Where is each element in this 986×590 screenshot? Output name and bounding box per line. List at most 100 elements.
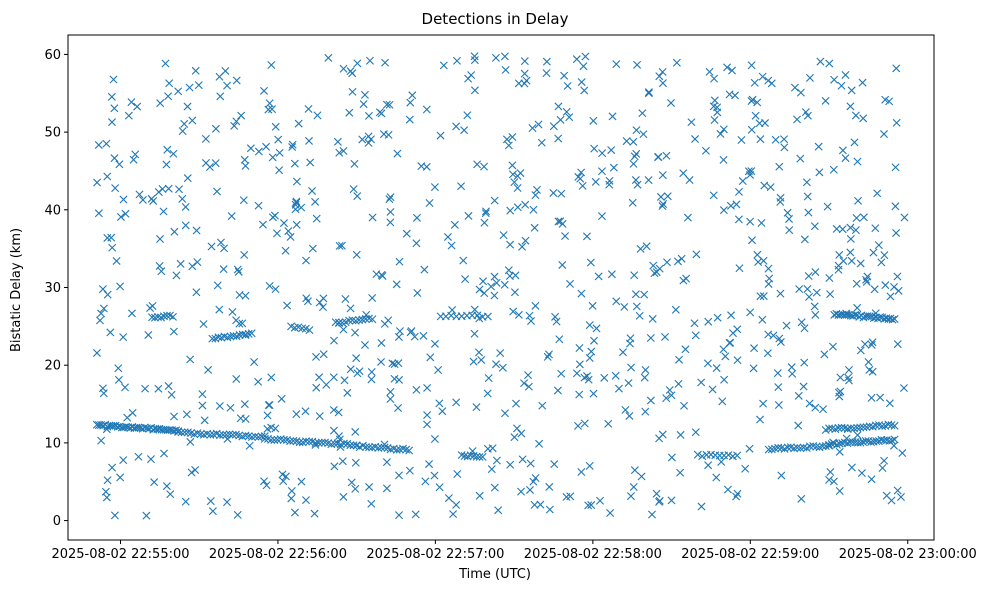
data-point bbox=[430, 183, 439, 192]
data-point bbox=[382, 458, 391, 467]
data-point bbox=[385, 100, 394, 109]
data-point bbox=[799, 443, 808, 452]
data-point bbox=[244, 329, 253, 338]
data-point bbox=[775, 334, 784, 343]
data-point bbox=[724, 451, 733, 460]
data-point bbox=[483, 444, 492, 453]
data-point bbox=[492, 360, 501, 369]
data-point bbox=[212, 187, 221, 196]
data-point bbox=[377, 338, 386, 347]
data-point bbox=[732, 200, 741, 209]
data-point bbox=[701, 146, 710, 155]
data-point bbox=[756, 415, 765, 424]
data-point bbox=[774, 383, 783, 392]
data-point bbox=[109, 75, 118, 84]
data-point bbox=[867, 475, 876, 484]
data-point bbox=[641, 365, 650, 374]
data-point bbox=[662, 151, 671, 160]
data-point bbox=[794, 391, 803, 400]
data-point bbox=[368, 443, 377, 452]
data-point bbox=[717, 457, 726, 466]
data-point bbox=[286, 232, 295, 241]
data-point bbox=[585, 461, 594, 470]
data-point bbox=[638, 109, 647, 118]
data-point bbox=[219, 265, 228, 274]
data-point bbox=[339, 325, 348, 334]
data-point bbox=[487, 465, 496, 474]
data-point bbox=[483, 312, 492, 321]
data-point bbox=[314, 438, 323, 447]
data-point bbox=[712, 364, 721, 373]
data-point bbox=[811, 403, 820, 412]
data-point bbox=[868, 367, 877, 376]
data-point bbox=[290, 508, 299, 517]
data-point bbox=[107, 92, 116, 101]
data-point bbox=[112, 256, 121, 265]
data-point bbox=[561, 232, 570, 241]
data-point bbox=[835, 392, 844, 401]
data-point bbox=[733, 356, 742, 365]
data-point bbox=[170, 412, 179, 421]
data-point bbox=[862, 275, 871, 284]
data-point bbox=[658, 202, 667, 211]
data-point bbox=[869, 248, 878, 257]
data-point bbox=[393, 149, 402, 158]
data-point bbox=[803, 284, 812, 293]
data-point bbox=[783, 208, 792, 217]
data-point bbox=[312, 352, 321, 361]
data-point bbox=[447, 241, 456, 250]
data-point bbox=[436, 131, 445, 140]
data-point bbox=[475, 491, 484, 500]
data-point bbox=[607, 270, 616, 279]
data-point bbox=[825, 274, 834, 282]
data-point bbox=[308, 244, 317, 253]
data-point bbox=[805, 399, 814, 408]
data-point bbox=[674, 379, 683, 388]
data-point bbox=[882, 491, 891, 500]
data-point bbox=[510, 288, 519, 297]
data-point bbox=[683, 213, 692, 222]
data-point bbox=[500, 280, 509, 289]
data-point bbox=[211, 159, 220, 168]
data-point bbox=[805, 73, 814, 82]
data-point bbox=[208, 334, 217, 343]
data-point bbox=[241, 330, 250, 339]
data-point bbox=[578, 181, 587, 190]
data-point bbox=[574, 172, 583, 181]
data-point bbox=[513, 184, 522, 192]
data-point bbox=[359, 100, 368, 109]
data-point bbox=[315, 298, 324, 307]
data-point bbox=[712, 473, 721, 482]
data-point bbox=[382, 100, 391, 109]
data-point bbox=[846, 424, 855, 433]
data-point bbox=[520, 69, 529, 78]
data-point bbox=[640, 373, 649, 382]
data-point bbox=[351, 484, 360, 493]
data-point bbox=[893, 486, 902, 495]
data-point bbox=[180, 119, 189, 128]
data-point bbox=[721, 352, 730, 361]
data-point bbox=[349, 185, 358, 194]
data-point bbox=[496, 349, 505, 358]
data-point bbox=[830, 75, 839, 84]
data-point bbox=[110, 511, 119, 520]
data-point bbox=[133, 102, 142, 111]
data-point bbox=[199, 320, 208, 329]
y-tick-label: 40 bbox=[44, 203, 61, 218]
data-point bbox=[635, 311, 644, 320]
data-point bbox=[713, 313, 722, 322]
data-point bbox=[837, 423, 846, 432]
data-point bbox=[367, 375, 376, 384]
data-point bbox=[810, 222, 819, 231]
data-point bbox=[116, 282, 125, 291]
data-point bbox=[306, 158, 315, 167]
data-point bbox=[804, 272, 813, 280]
data-point bbox=[847, 86, 856, 95]
data-point bbox=[871, 224, 880, 233]
data-point bbox=[138, 195, 147, 204]
data-point bbox=[720, 375, 729, 384]
data-point bbox=[854, 196, 863, 205]
data-point bbox=[825, 475, 834, 484]
data-point bbox=[271, 122, 280, 131]
data-point bbox=[294, 119, 303, 128]
